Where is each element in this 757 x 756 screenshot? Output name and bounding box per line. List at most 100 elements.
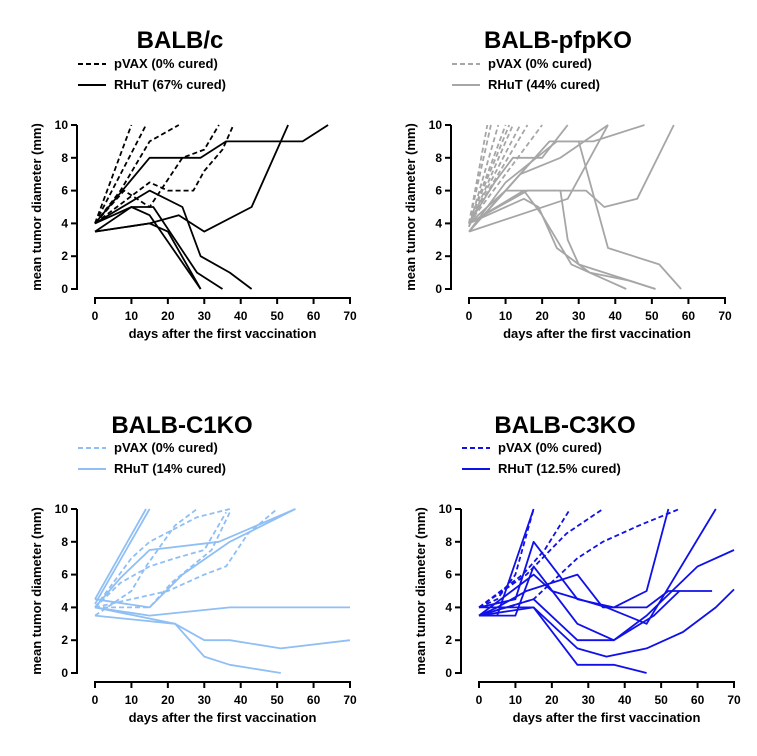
x-tick-label: 30 [582, 693, 596, 707]
y-tick-label: 10 [55, 118, 69, 132]
x-tick-label: 40 [609, 309, 623, 323]
x-axis-label: days after the first vaccination [513, 710, 701, 725]
legend-label: pVAX (0% cured) [488, 56, 592, 71]
series-line-pvax [468, 124, 500, 227]
x-tick-label: 0 [476, 693, 483, 707]
x-tick-label: 0 [92, 693, 99, 707]
series-line-rhut [478, 590, 681, 642]
x-tick-label: 10 [509, 693, 523, 707]
series-line-rhut [479, 606, 647, 674]
y-tick-label: 6 [435, 184, 442, 198]
series-line-rhut [478, 508, 670, 609]
y-tick-label: 8 [445, 535, 452, 549]
y-tick-label: 6 [61, 568, 68, 582]
y-axis-label: mean tumor diameter (mm) [413, 507, 428, 675]
y-tick-label: 2 [445, 633, 452, 647]
x-tick-label: 50 [270, 309, 284, 323]
x-tick-label: 30 [198, 309, 212, 323]
x-tick-label: 50 [270, 693, 284, 707]
x-axis-label: days after the first vaccination [503, 326, 691, 341]
x-tick-label: 40 [618, 693, 632, 707]
series-line-pvax [468, 124, 543, 224]
series-line-rhut [478, 588, 735, 658]
x-tick-label: 70 [343, 309, 357, 323]
series-line-rhut [94, 614, 351, 650]
y-tick-label: 2 [435, 249, 442, 263]
chart-panel-1: BALB/c pVAX (0% cured) RHuT (67% cured) 0 2 4… [29, 27, 357, 341]
x-tick-label: 30 [198, 693, 212, 707]
y-axis-label: mean tumor diameter (mm) [29, 123, 44, 291]
series-line-rhut [94, 206, 223, 290]
series-line-rhut [478, 508, 717, 625]
x-tick-label: 50 [654, 693, 668, 707]
y-tick-label: 2 [61, 249, 68, 263]
series-line-rhut [478, 573, 713, 617]
series-line-rhut [468, 189, 656, 290]
x-tick-label: 30 [572, 309, 586, 323]
x-axis-label: days after the first vaccination [129, 326, 317, 341]
y-tick-label: 10 [439, 502, 453, 516]
y-tick-label: 4 [435, 216, 442, 230]
x-tick-label: 10 [499, 309, 513, 323]
chart-title: BALB-C1KO [111, 412, 252, 439]
series-line-rhut [94, 606, 281, 674]
legend-label: pVAX (0% cured) [114, 56, 218, 71]
legend-label: RHuT (44% cured) [488, 77, 600, 92]
x-tick-label: 60 [307, 309, 321, 323]
y-axis-label: mean tumor diameter (mm) [403, 123, 418, 291]
series-line-rhut [94, 508, 147, 600]
series-line-rhut [94, 206, 202, 290]
series-line-rhut [479, 508, 535, 617]
legend-label: RHuT (12.5% cured) [498, 461, 621, 476]
series-line-rhut [94, 189, 253, 290]
chart-title: BALB-pfpKO [484, 27, 632, 54]
y-tick-label: 4 [61, 600, 68, 614]
series-line-rhut [468, 189, 627, 290]
chart-title: BALB/c [137, 27, 224, 54]
series-line-rhut [468, 140, 682, 290]
y-tick-label: 4 [61, 216, 68, 230]
y-tick-label: 2 [61, 633, 68, 647]
x-tick-label: 70 [343, 693, 357, 707]
series-line-pvax [468, 124, 514, 228]
series-line-pvax [478, 508, 571, 609]
x-tick-label: 0 [466, 309, 473, 323]
x-tick-label: 0 [92, 309, 99, 323]
x-tick-label: 70 [718, 309, 732, 323]
x-tick-label: 10 [125, 309, 139, 323]
x-tick-label: 60 [307, 693, 321, 707]
chart-panel-2: BALB-pfpKO pVAX (0% cured) RHuT (44% cured… [403, 27, 732, 341]
y-tick-label: 0 [61, 666, 68, 680]
series-line-pvax [478, 508, 535, 609]
y-tick-label: 0 [445, 666, 452, 680]
y-tick-label: 4 [445, 600, 452, 614]
y-tick-label: 6 [61, 184, 68, 198]
series-line-rhut [94, 508, 151, 605]
series-line-pvax [94, 124, 133, 224]
series-line-pvax [468, 124, 521, 224]
legend-label: pVAX (0% cured) [114, 440, 218, 455]
series-line-pvax [95, 511, 231, 609]
series-line-pvax [94, 508, 231, 608]
series-line-rhut [94, 124, 329, 224]
y-tick-label: 10 [429, 118, 443, 132]
legend-label: RHuT (14% cured) [114, 461, 226, 476]
x-tick-label: 60 [682, 309, 696, 323]
y-axis-label: mean tumor diameter (mm) [29, 507, 44, 675]
y-tick-label: 10 [55, 502, 69, 516]
x-tick-label: 40 [234, 309, 248, 323]
x-axis-label: days after the first vaccination [129, 710, 317, 725]
y-tick-label: 8 [61, 535, 68, 549]
legend-label: pVAX (0% cured) [498, 440, 602, 455]
series-line-pvax [468, 124, 511, 224]
series-line-rhut [468, 124, 609, 233]
y-tick-label: 8 [61, 151, 68, 165]
series-line-pvax [94, 508, 198, 617]
x-tick-label: 50 [645, 309, 659, 323]
chart-title: BALB-C3KO [494, 412, 635, 439]
series-line-rhut [94, 222, 202, 290]
series-line-rhut [94, 606, 350, 617]
x-tick-label: 10 [125, 693, 139, 707]
